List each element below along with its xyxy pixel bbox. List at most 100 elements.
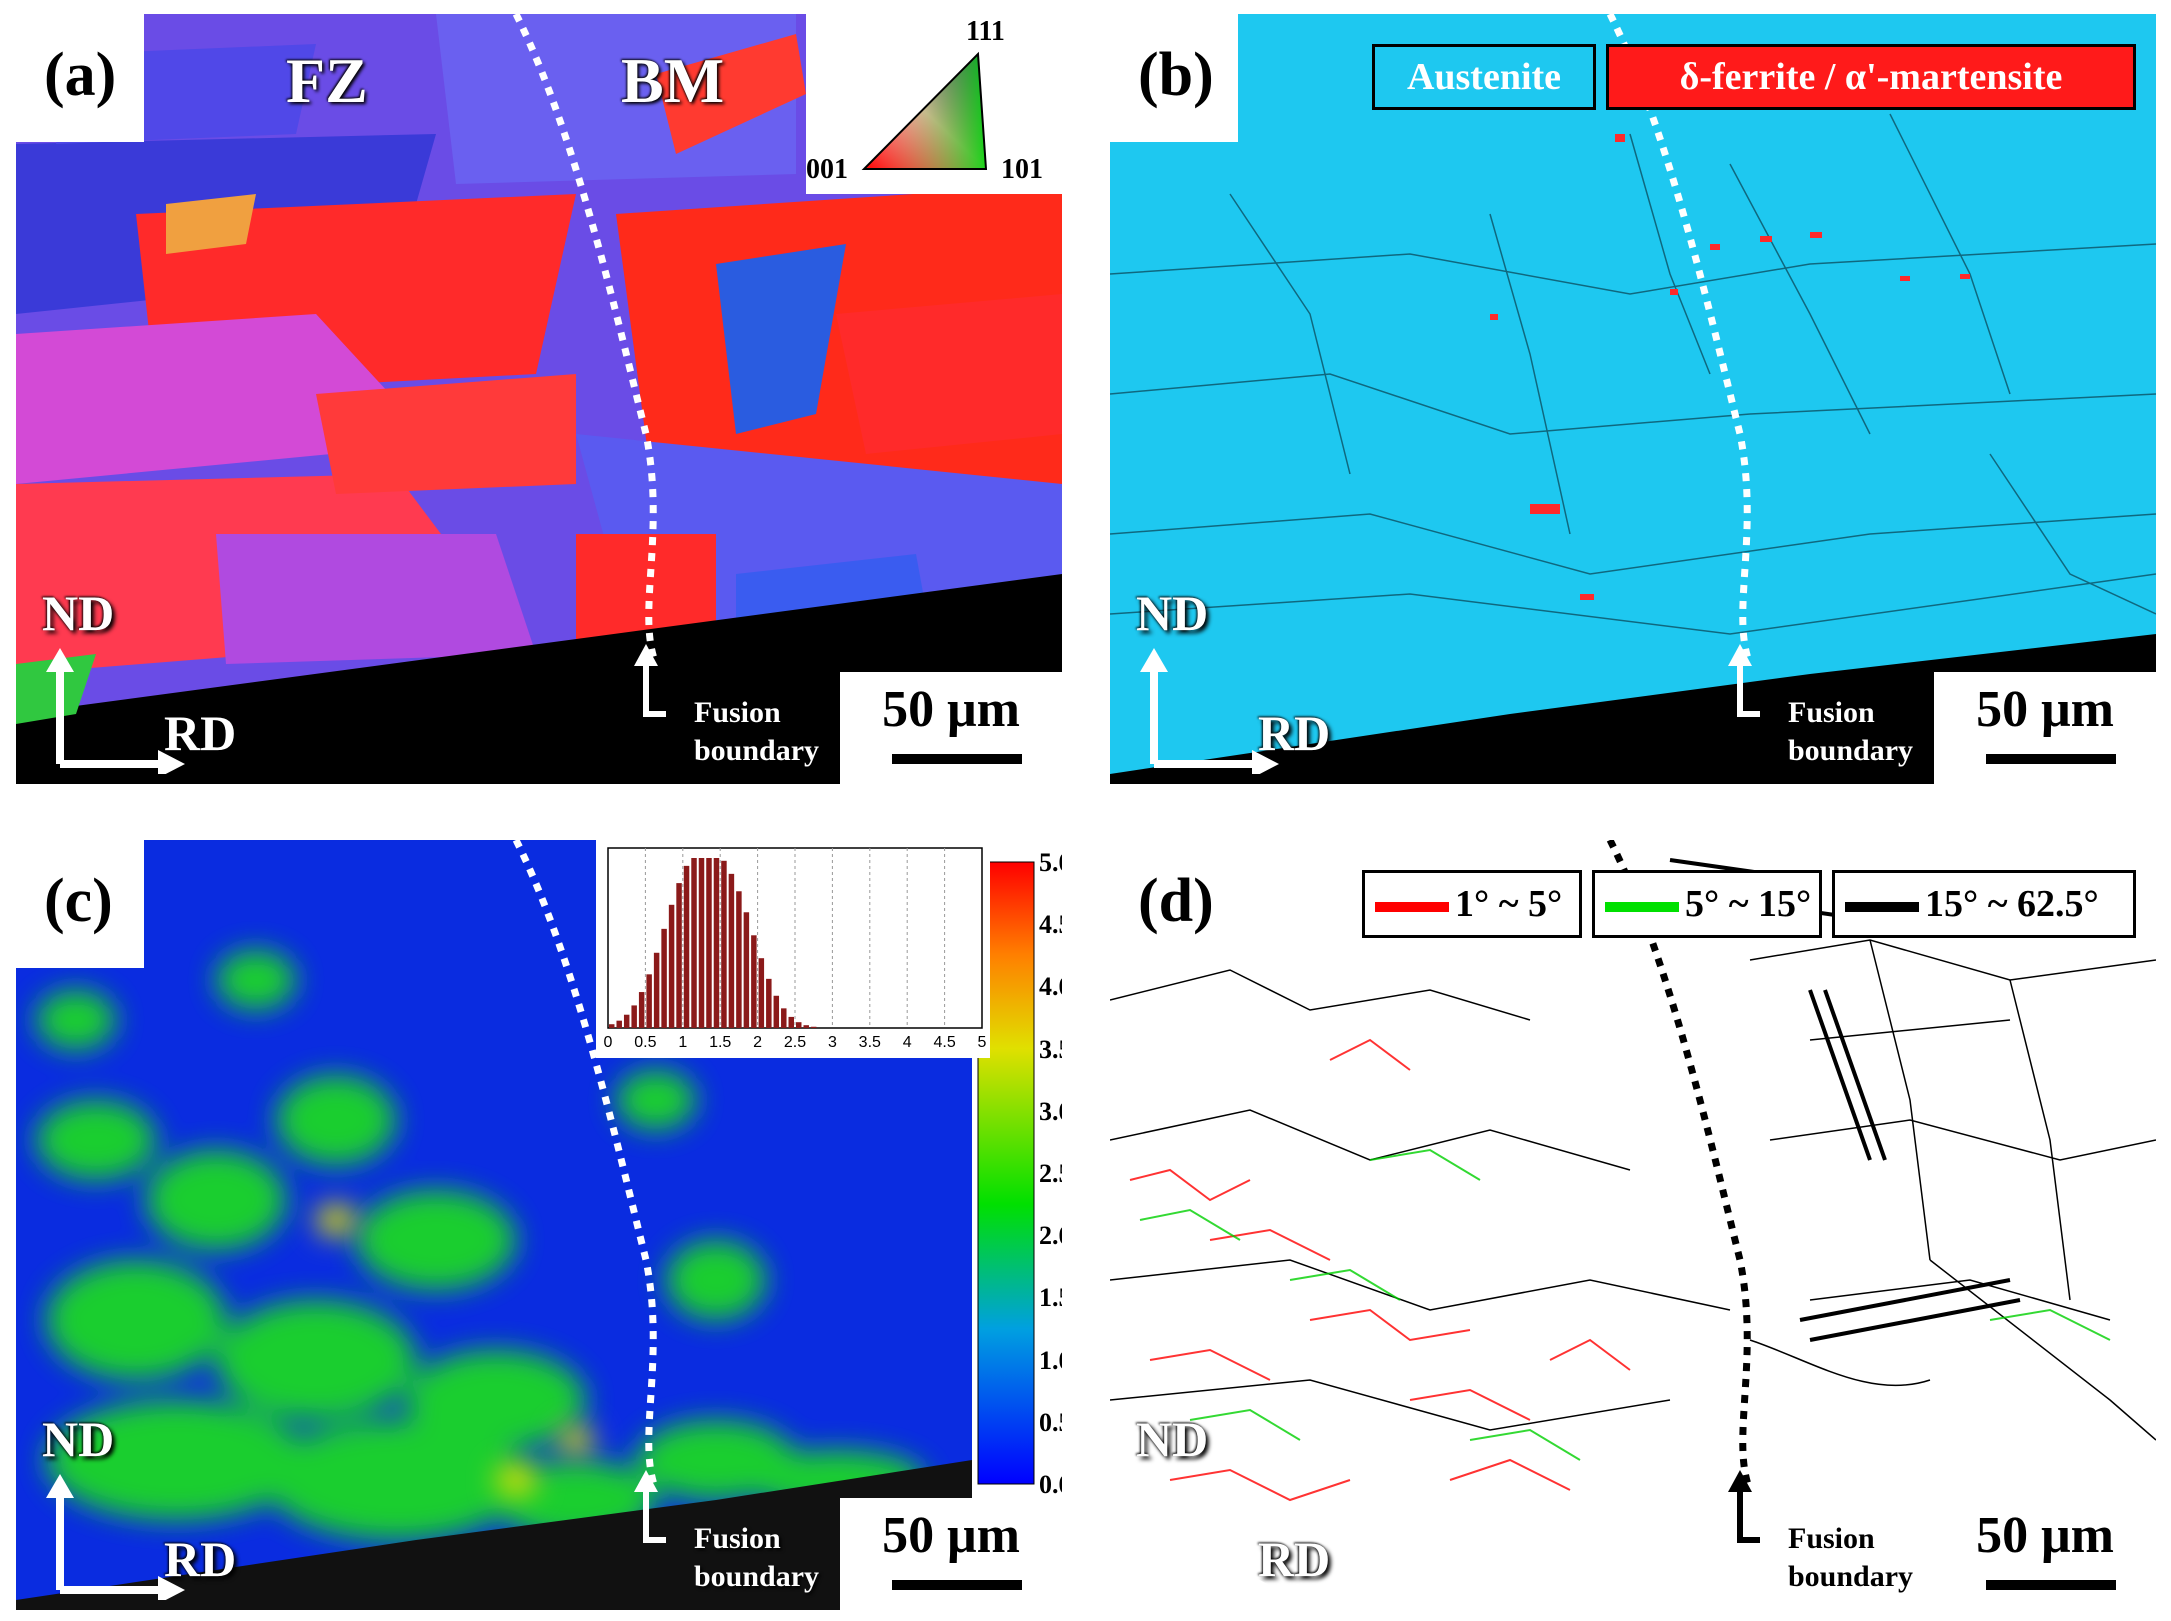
legend-label: 15° ~ 62.5° [1925,883,2099,925]
panel-letter: (d) [1138,867,1214,935]
legend-swatch-black [1845,902,1919,913]
histogram-tick-label: 2.5 [783,1034,807,1051]
boundary-word: boundary [694,734,820,767]
panel-label-bg [1110,840,1238,968]
nd-axis-label: ND [1136,585,1209,641]
scale-bar-label: 50 μm [1976,681,2114,738]
histogram-bar [751,935,757,1028]
fusion-boundary-label: Fusion boundary [694,694,819,770]
histogram-bar [683,865,690,1028]
legend-austenite: Austenite [1372,44,1596,110]
histogram-tick-label: 1 [678,1034,688,1051]
histogram-bar [758,958,765,1028]
legend-ferrite-martensite: δ-ferrite / α'-martensite [1606,44,2136,110]
histogram-bar [766,978,772,1028]
rd-axis-label: RD [1258,705,1331,761]
axes-arrow-icon [46,648,185,774]
axes-arrow-icon [46,1474,185,1600]
histogram-bar [781,1008,787,1028]
histogram-bar [773,995,780,1028]
histogram-bar [691,858,697,1028]
histogram-tick-label: 5 [977,1034,987,1051]
panel-b-phase-map: (b) Austenite δ-ferrite / α'-martensite … [1110,14,2156,784]
histogram-bar [676,883,682,1028]
fusion-word: Fusion [694,696,781,729]
fusion-boundary-label: Fusion boundary [1788,1520,1913,1596]
colorbar-tick-label: 0.5 [1039,1407,1062,1437]
fusion-zone-label: FZ [286,45,368,116]
histogram-bar [728,873,735,1028]
ipf-triangle-icon [861,51,988,170]
legend-label: 1° ~ 5° [1455,883,1563,925]
histogram-bar [721,860,727,1028]
base-metal-label: BM [621,45,725,116]
histogram-tick-label: 0.5 [634,1034,657,1051]
panel-label-bg [16,14,144,142]
panel-letter: (c) [44,867,113,935]
histogram-tick-label: 3.5 [858,1034,881,1051]
boundary-word: boundary [1788,1560,1914,1593]
legend-high-angle: 15° ~ 62.5° [1832,870,2136,938]
scale-bar [1986,754,2116,764]
histogram-tick-label: 2 [753,1034,763,1051]
histogram-tick-label: 4.5 [933,1034,956,1051]
histogram-bar [743,912,750,1028]
rd-axis-label: RD [1258,1531,1331,1587]
legend-label: 5° ~ 15° [1685,883,1812,925]
histogram-bar [638,992,645,1028]
scale-bar-box: 50 μm [1934,1498,2156,1610]
scale-bar-label: 50 μm [1976,1507,2114,1564]
scale-bar-box: 50 μm [840,672,1062,784]
fusion-word: Fusion [1788,696,1875,729]
colorbar-tick-label: 1.0 [1039,1345,1062,1375]
fusion-word: Fusion [1788,1522,1875,1555]
ipf-legend: 111 001 101 [806,14,1062,194]
scale-bar-box: 50 μm [840,1498,1062,1610]
histogram-bar [698,858,705,1028]
colorbar-tick-label: 1.5 [1039,1283,1062,1313]
colorbar-tick-label: 3.0 [1039,1096,1062,1126]
colorbar-tick-label: 2.5 [1039,1159,1062,1188]
fusion-boundary-label: Fusion boundary [694,1520,819,1596]
histogram-bar [788,1016,794,1028]
colorbar-tick-label: 3.5 [1039,1034,1062,1064]
histogram-chart [607,847,983,1029]
histogram-bar [668,904,675,1028]
histogram-bar [661,928,667,1028]
nd-axis-label: ND [1136,1411,1209,1467]
rd-axis-label: RD [164,1531,237,1587]
panel-c-kam-map: 0 0.5 1 1.5 2 2.5 3 3.5 4 4.5 5 5.0 4.5 4.0 3.5 3.0 2.5… [16,840,1062,1610]
legend-swatch-red [1375,902,1449,913]
panel-label-bg [1110,14,1238,142]
scale-bar [1986,1580,2116,1590]
ipf-001-label: 001 [806,154,848,185]
colorbar-tick-label: 2.0 [1039,1221,1062,1251]
legend-mid-angle: 5° ~ 15° [1592,870,1822,938]
phase-map [1110,14,2156,784]
panel-d-grain-boundary-map: (d) 1° ~ 5° 5° ~ 15° 15° ~ 62.5° ND RD F… [1110,840,2156,1610]
ipf-101-label: 101 [1001,154,1043,185]
fusion-boundary-label: Fusion boundary [1788,694,1913,770]
histogram-bar [706,858,712,1028]
panel-a-ipf-map: (a) FZ BM 111 001 101 ND RD [16,14,1062,784]
nd-axis-label: ND [42,585,115,641]
panel-label-bg [16,840,144,968]
colorbar-tick-label: 4.0 [1039,972,1062,1002]
scale-bar [892,754,1022,764]
histogram-tick-label: 1.5 [709,1034,732,1051]
scale-bar-box: 50 μm [1934,672,2156,784]
colorbar-tick-label: 0.0 [1039,1470,1062,1499]
histogram-bar [609,1024,615,1028]
histogram-bar [810,1026,817,1028]
axes-arrow-icon [1140,648,1279,774]
panel-letter: (a) [44,41,117,109]
histogram-bar [736,891,742,1028]
histogram-bar [623,1014,630,1028]
nd-axis-label: ND [42,1411,115,1467]
fusion-word: Fusion [694,1522,781,1555]
axes-arrow-icon [1140,1474,1279,1600]
panel-letter: (b) [1138,41,1214,109]
boundary-word: boundary [694,1560,820,1593]
histogram-bar [616,1020,622,1028]
rd-axis-label: RD [164,705,237,761]
